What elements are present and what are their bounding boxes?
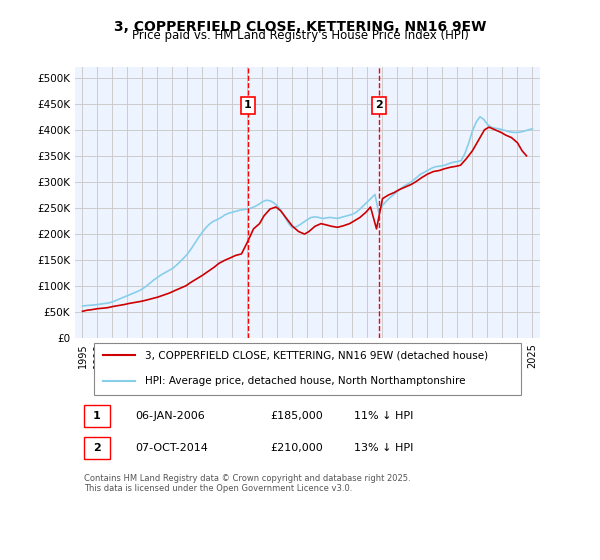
Text: 3, COPPERFIELD CLOSE, KETTERING, NN16 9EW (detached house): 3, COPPERFIELD CLOSE, KETTERING, NN16 9E…	[145, 350, 488, 360]
Text: 2: 2	[93, 443, 101, 453]
Text: £185,000: £185,000	[270, 410, 323, 421]
Text: HPI: Average price, detached house, North Northamptonshire: HPI: Average price, detached house, Nort…	[145, 376, 465, 386]
Text: £210,000: £210,000	[270, 443, 323, 453]
Text: 3, COPPERFIELD CLOSE, KETTERING, NN16 9EW: 3, COPPERFIELD CLOSE, KETTERING, NN16 9E…	[114, 20, 486, 34]
Text: 1: 1	[244, 100, 251, 110]
Text: Price paid vs. HM Land Registry's House Price Index (HPI): Price paid vs. HM Land Registry's House …	[131, 29, 469, 42]
Text: 1: 1	[93, 410, 101, 421]
Text: 11% ↓ HPI: 11% ↓ HPI	[354, 410, 413, 421]
Text: 2: 2	[375, 100, 383, 110]
FancyBboxPatch shape	[84, 405, 110, 427]
Text: Contains HM Land Registry data © Crown copyright and database right 2025.
This d: Contains HM Land Registry data © Crown c…	[84, 474, 411, 493]
Text: 07-OCT-2014: 07-OCT-2014	[136, 443, 208, 453]
Text: 13% ↓ HPI: 13% ↓ HPI	[354, 443, 413, 453]
Text: 06-JAN-2006: 06-JAN-2006	[136, 410, 205, 421]
FancyBboxPatch shape	[84, 437, 110, 459]
FancyBboxPatch shape	[94, 343, 521, 395]
